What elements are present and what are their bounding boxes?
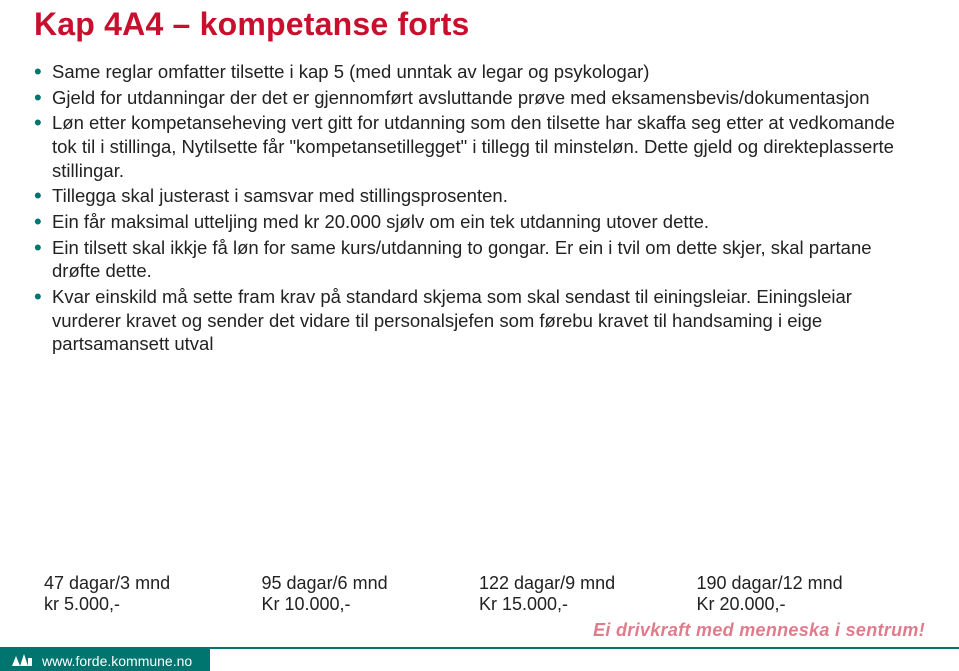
compensation-table: 47 dagar/3 mnd kr 5.000,- 95 dagar/6 mnd… <box>44 573 914 615</box>
slide: Kap 4A4 – kompetanse forts Same reglar o… <box>0 0 959 671</box>
bullet-list: Same reglar omfatter tilsette i kap 5 (m… <box>34 60 924 356</box>
table-cell: 122 dagar/9 mnd Kr 15.000,- <box>479 573 697 615</box>
amount-label: Kr 20.000,- <box>697 594 915 615</box>
amount-label: Kr 15.000,- <box>479 594 697 615</box>
table-cell: 47 dagar/3 mnd kr 5.000,- <box>44 573 262 615</box>
table-cell: 190 dagar/12 mnd Kr 20.000,- <box>697 573 915 615</box>
footer-band: www.forde.kommune.no <box>0 649 959 671</box>
bullet-text: Same reglar omfatter tilsette i kap 5 (m… <box>52 61 649 82</box>
list-item: Gjeld for utdanningar der det er gjennom… <box>34 86 924 110</box>
list-item: Tillegga skal justerast i samsvar med st… <box>34 184 924 208</box>
municipality-logo-icon <box>8 650 34 670</box>
table-cell: 95 dagar/6 mnd Kr 10.000,- <box>262 573 480 615</box>
bullet-list-container: Same reglar omfatter tilsette i kap 5 (m… <box>34 60 924 358</box>
amount-label: Kr 10.000,- <box>262 594 480 615</box>
bullet-text: Ein tilsett skal ikkje få løn for same k… <box>52 237 872 282</box>
bullet-text: Ein får maksimal utteljing med kr 20.000… <box>52 211 709 232</box>
list-item: Kvar einskild må sette fram krav på stan… <box>34 285 924 356</box>
list-item: Ein tilsett skal ikkje få løn for same k… <box>34 236 924 283</box>
footer-url: www.forde.kommune.no <box>42 652 192 669</box>
bullet-text: Løn etter kompetanseheving vert gitt for… <box>52 112 895 180</box>
duration-label: 190 dagar/12 mnd <box>697 573 915 594</box>
duration-label: 47 dagar/3 mnd <box>44 573 262 594</box>
list-item: Same reglar omfatter tilsette i kap 5 (m… <box>34 60 924 84</box>
tagline-obscured: Ei drivkraft med menneska i sentrum! <box>593 620 925 641</box>
bullet-text: Gjeld for utdanningar der det er gjennom… <box>52 87 870 108</box>
duration-label: 122 dagar/9 mnd <box>479 573 697 594</box>
bullet-text: Kvar einskild må sette fram krav på stan… <box>52 286 852 354</box>
list-item: Løn etter kompetanseheving vert gitt for… <box>34 111 924 182</box>
duration-label: 95 dagar/6 mnd <box>262 573 480 594</box>
amount-label: kr 5.000,- <box>44 594 262 615</box>
list-item: Ein får maksimal utteljing med kr 20.000… <box>34 210 924 234</box>
bullet-text: Tillegga skal justerast i samsvar med st… <box>52 185 508 206</box>
page-title: Kap 4A4 – kompetanse forts <box>34 6 470 43</box>
